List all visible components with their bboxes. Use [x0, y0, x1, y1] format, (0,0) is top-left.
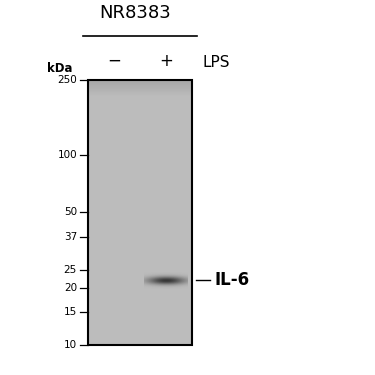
Text: kDa: kDa — [47, 62, 73, 75]
Text: LPS: LPS — [202, 55, 229, 70]
Text: 50: 50 — [64, 207, 77, 218]
Bar — [88, 80, 192, 345]
Text: −: − — [107, 52, 121, 70]
Text: NR8383: NR8383 — [99, 4, 171, 22]
Text: 20: 20 — [64, 283, 77, 293]
Text: 10: 10 — [64, 340, 77, 350]
Text: 100: 100 — [57, 150, 77, 160]
Text: +: + — [159, 52, 173, 70]
Text: 25: 25 — [64, 265, 77, 274]
Text: 15: 15 — [64, 307, 77, 316]
Text: 37: 37 — [64, 232, 77, 242]
Text: 250: 250 — [57, 75, 77, 85]
Text: IL-6: IL-6 — [214, 271, 249, 289]
